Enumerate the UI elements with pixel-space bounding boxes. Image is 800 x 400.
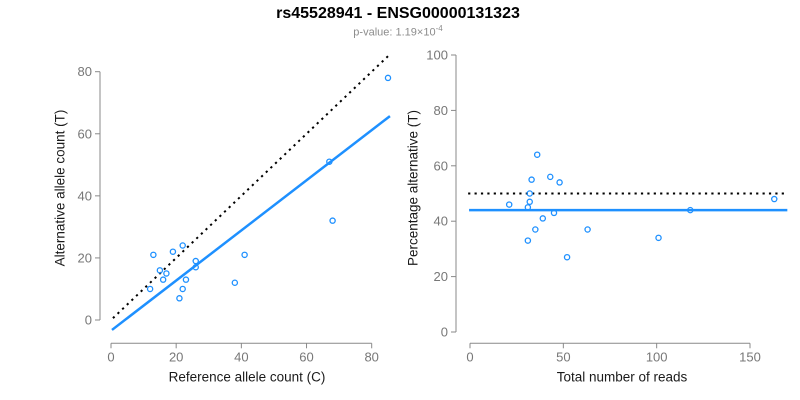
left-x-axis-title: Reference allele count (C) bbox=[168, 369, 326, 385]
right-x-tick-label: 150 bbox=[739, 349, 761, 364]
left-x-tick-label: 80 bbox=[364, 349, 378, 364]
left-data-point bbox=[384, 74, 392, 82]
left-data-point bbox=[156, 267, 164, 274]
right-data-point bbox=[526, 190, 533, 197]
right-x-tick-label: 50 bbox=[556, 349, 570, 364]
right-data-point bbox=[524, 204, 532, 211]
left-data-point bbox=[182, 276, 190, 283]
right-data-point bbox=[687, 206, 694, 214]
right-data-point bbox=[771, 195, 778, 203]
right-y-tick-label: 40 bbox=[434, 214, 448, 229]
right-data-point bbox=[524, 237, 532, 244]
left-data-point bbox=[150, 251, 157, 259]
figure-subtitle: p-value: 1.19×10-4 bbox=[353, 24, 442, 39]
pvalue-exponent: -4 bbox=[435, 24, 443, 33]
left-y-tick-label: 60 bbox=[78, 126, 92, 141]
right-data-point bbox=[563, 253, 571, 261]
left-x-tick-label: 40 bbox=[234, 349, 248, 364]
right-data-point bbox=[556, 179, 563, 186]
left-data-point bbox=[163, 270, 170, 277]
left-data-point bbox=[176, 295, 183, 302]
right-y-tick-label: 60 bbox=[434, 158, 448, 173]
left-y-tick-label: 0 bbox=[85, 313, 92, 328]
right-data-point bbox=[584, 226, 591, 233]
right-data-point bbox=[533, 151, 541, 158]
left-data-point bbox=[192, 263, 199, 271]
right-y-axis-title: Percentage alternative (T) bbox=[405, 109, 421, 267]
right-data-point bbox=[539, 215, 547, 222]
left-data-point bbox=[329, 217, 336, 224]
figure-title: rs45528941 - ENSG00000131323 bbox=[276, 5, 520, 22]
right-data-point bbox=[532, 226, 539, 233]
regression-line bbox=[111, 115, 391, 331]
right-data-point bbox=[550, 209, 558, 217]
right-y-tick-label: 80 bbox=[434, 103, 448, 118]
right-y-tick-label: 20 bbox=[434, 269, 448, 284]
right-data-point bbox=[547, 173, 554, 181]
left-data-point bbox=[146, 285, 154, 293]
left-data-point bbox=[179, 285, 186, 293]
left-data-point bbox=[179, 242, 186, 249]
right-x-tick-label: 0 bbox=[466, 349, 473, 364]
left-y-tick-label: 20 bbox=[78, 250, 92, 265]
left-x-tick-label: 0 bbox=[107, 349, 114, 364]
right-data-point bbox=[505, 201, 513, 208]
right-data-point bbox=[655, 234, 662, 242]
right-x-tick-label: 100 bbox=[646, 349, 668, 364]
left-data-point bbox=[326, 158, 333, 165]
left-y-tick-label: 40 bbox=[78, 188, 92, 203]
left-data-point bbox=[192, 257, 199, 265]
left-x-tick-label: 20 bbox=[169, 349, 183, 364]
left-data-point bbox=[159, 276, 167, 283]
pvalue-text: p-value: 1.19×10 bbox=[353, 26, 436, 39]
left-y-tick-label: 80 bbox=[78, 64, 92, 79]
left-data-point bbox=[169, 248, 177, 255]
left-y-axis-title: Alternative allele count (T) bbox=[52, 109, 68, 267]
right-y-tick-label: 0 bbox=[441, 325, 448, 340]
identity-line bbox=[112, 52, 392, 319]
right-y-tick-label: 100 bbox=[426, 48, 448, 63]
right-x-axis-title: Total number of reads bbox=[556, 369, 688, 385]
left-x-tick-label: 60 bbox=[299, 349, 313, 364]
left-data-point bbox=[231, 279, 239, 287]
left-data-point bbox=[241, 251, 248, 259]
right-data-point bbox=[528, 176, 535, 183]
right-data-point bbox=[526, 198, 533, 206]
